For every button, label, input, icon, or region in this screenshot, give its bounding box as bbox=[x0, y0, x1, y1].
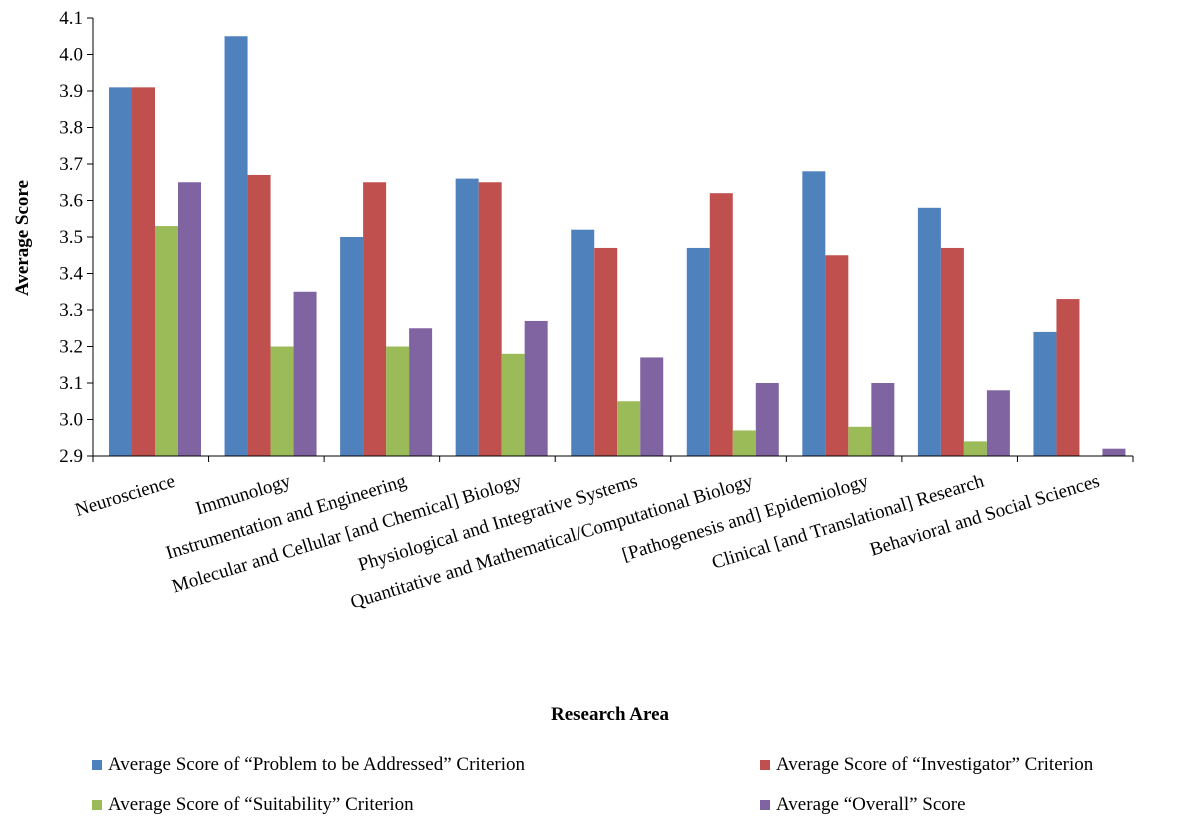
bar-series-4 bbox=[986, 390, 1010, 456]
x-axis-title: Research Area bbox=[551, 704, 670, 725]
bar-series-1 bbox=[686, 247, 710, 456]
y-tick-label: 4.1 bbox=[59, 8, 83, 29]
bar-series-2 bbox=[940, 247, 964, 456]
legend: Average Score of “Problem to be Addresse… bbox=[0, 746, 1177, 816]
bar-series-2 bbox=[825, 255, 849, 456]
legend-swatch bbox=[760, 800, 770, 810]
legend-label: Average Score of “Problem to be Addresse… bbox=[108, 754, 525, 775]
legend-swatch bbox=[92, 800, 102, 810]
y-tick-label: 2.9 bbox=[59, 446, 83, 467]
bar-series-4 bbox=[409, 328, 433, 456]
bar-series-2 bbox=[594, 247, 618, 456]
legend-item-1: Average Score of “Problem to be Addresse… bbox=[92, 754, 525, 776]
y-tick-label: 4.0 bbox=[59, 45, 83, 66]
bar-series-2 bbox=[709, 193, 733, 456]
bar-series-3 bbox=[732, 430, 756, 456]
bar-series-2 bbox=[247, 174, 271, 456]
y-tick-label: 3.5 bbox=[59, 227, 83, 248]
bar-series-1 bbox=[1033, 331, 1057, 456]
bar-series-4 bbox=[755, 383, 779, 456]
bar-chart: 2.93.03.13.23.33.43.53.63.73.83.94.04.1 … bbox=[12, 8, 1134, 725]
bar-series-2 bbox=[1056, 299, 1080, 456]
bar-series-1 bbox=[571, 229, 595, 456]
legend-label: Average “Overall” Score bbox=[776, 794, 966, 815]
axes bbox=[92, 18, 1134, 462]
bar-series-4 bbox=[524, 320, 548, 456]
bar-series-3 bbox=[270, 346, 294, 456]
legend-swatch bbox=[760, 760, 770, 770]
y-axis-ticks: 2.9 3.0 3.1 3.2 3.3 3.4 3.5 3.6 3.7 3.8 3.9 4.0 4.1 bbox=[59, 8, 93, 467]
bar-series-1 bbox=[109, 87, 132, 456]
bar-series-1 bbox=[802, 171, 826, 457]
y-tick-label: 3.9 bbox=[59, 81, 83, 102]
legend-label: Average Score of “Suitability” Criterion bbox=[108, 794, 414, 815]
y-tick-label: 3.4 bbox=[59, 264, 83, 285]
bar-series-3 bbox=[963, 441, 987, 456]
bar-series-3 bbox=[386, 346, 410, 456]
y-tick-label: 3.3 bbox=[59, 300, 83, 321]
y-tick-label: 3.2 bbox=[59, 337, 83, 358]
bar-series-2 bbox=[478, 182, 502, 456]
bar-series-4 bbox=[293, 291, 317, 456]
y-tick-label: 3.6 bbox=[59, 191, 83, 212]
x-category-label: Neuroscience bbox=[73, 471, 178, 521]
y-tick-label: 3.7 bbox=[59, 154, 83, 175]
legend-label: Average Score of “Investigator” Criterio… bbox=[776, 754, 1094, 775]
bar-series-3 bbox=[155, 226, 178, 456]
bar-series-4 bbox=[640, 357, 664, 456]
bar-series-1 bbox=[224, 36, 248, 456]
bar-series-1 bbox=[917, 207, 941, 456]
bar-series-3 bbox=[848, 426, 872, 456]
bar-series-1 bbox=[340, 237, 364, 456]
y-tick-label: 3.1 bbox=[59, 373, 83, 394]
bar-series-4 bbox=[1102, 448, 1126, 456]
legend-item-3: Average Score of “Suitability” Criterion bbox=[92, 794, 414, 816]
y-tick-label: 3.8 bbox=[59, 118, 83, 139]
bar-series-4 bbox=[178, 182, 201, 456]
bars bbox=[109, 36, 1126, 457]
bar-series-3 bbox=[617, 401, 641, 456]
bar-series-2 bbox=[363, 182, 387, 456]
bar-series-1 bbox=[455, 178, 479, 456]
bar-series-4 bbox=[871, 383, 895, 456]
legend-item-2: Average Score of “Investigator” Criterio… bbox=[760, 754, 1093, 776]
bar-series-2 bbox=[132, 87, 155, 456]
y-axis-title: Average Score bbox=[12, 180, 33, 296]
legend-swatch bbox=[92, 760, 102, 770]
bar-series-3 bbox=[501, 353, 525, 456]
y-tick-label: 3.0 bbox=[59, 410, 83, 431]
legend-item-4: Average “Overall” Score bbox=[760, 794, 966, 816]
